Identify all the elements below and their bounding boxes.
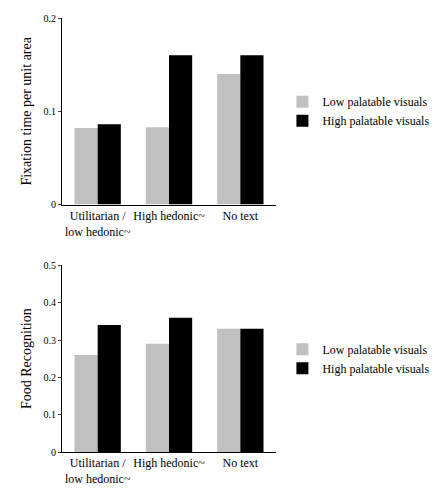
- svg-text:Utilitarian /low hedonic~: Utilitarian /low hedonic~: [65, 209, 131, 239]
- svg-text:0.1: 0.1: [44, 106, 57, 117]
- svg-text:0.1: 0.1: [44, 409, 57, 420]
- svg-text:No text: No text: [222, 209, 258, 223]
- svg-text:High palatable visuals: High palatable visuals: [322, 114, 429, 128]
- svg-text:0.3: 0.3: [44, 335, 57, 346]
- svg-text:Utilitarian /low hedonic~: Utilitarian /low hedonic~: [65, 456, 131, 486]
- svg-text:0: 0: [51, 447, 56, 458]
- svg-text:0.4: 0.4: [44, 297, 57, 308]
- svg-text:High hedonic~: High hedonic~: [133, 209, 205, 223]
- svg-text:Low palatable visuals: Low palatable visuals: [322, 343, 427, 357]
- svg-text:0.2: 0.2: [44, 372, 57, 383]
- svg-text:Low palatable visuals: Low palatable visuals: [322, 95, 427, 109]
- svg-text:No text: No text: [222, 456, 258, 470]
- svg-text:Fixation time per unit area: Fixation time per unit area: [19, 36, 34, 185]
- svg-text:0.2: 0.2: [44, 13, 57, 24]
- svg-text:High hedonic~: High hedonic~: [133, 456, 205, 470]
- svg-text:0.5: 0.5: [44, 260, 57, 271]
- svg-text:Food Recognition: Food Recognition: [19, 308, 34, 409]
- svg-text:High palatable visuals: High palatable visuals: [322, 362, 429, 376]
- svg-text:0: 0: [51, 199, 56, 210]
